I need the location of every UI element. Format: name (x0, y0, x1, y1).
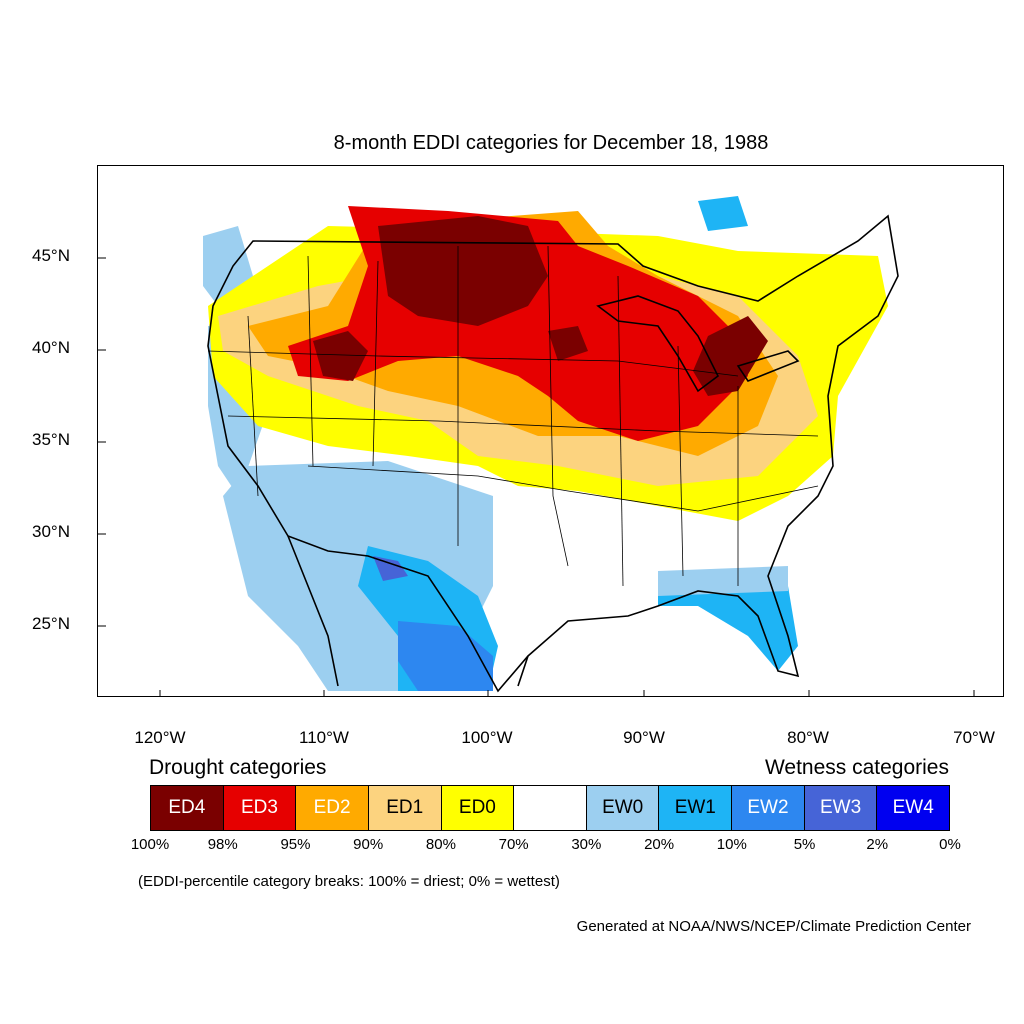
state-line-8 (617, 275, 624, 587)
wetness-categories-title: Wetness categories (764, 756, 949, 779)
break-label: 70% (498, 836, 529, 853)
legend-cell-ew0: EW0 (586, 786, 660, 830)
baja-coast (287, 535, 339, 687)
break-label: 10% (716, 836, 747, 853)
legend-cell-ew2: EW2 (732, 786, 805, 830)
legend-cell-ed4: ED4 (151, 786, 224, 830)
lat-label-45n: 45°N (32, 246, 70, 265)
legend-cell-normal (514, 786, 587, 830)
region-ew1-florida (658, 586, 798, 671)
break-label: 90% (353, 836, 384, 853)
legend-cell-ed0: ED0 (441, 786, 515, 830)
lat-label-40n: 40°N (32, 338, 70, 357)
state-boundaries (207, 245, 819, 587)
lon-label-80w: 80°W (787, 728, 829, 747)
break-label: 2% (866, 836, 889, 853)
legend-cell-ew3: EW3 (804, 786, 878, 830)
state-line-1 (207, 350, 739, 377)
map-title: 8-month EDDI categories for December 18,… (333, 132, 769, 154)
break-label: 95% (280, 836, 311, 853)
map-panel (97, 165, 1004, 697)
lake-erie-outline (736, 350, 800, 382)
lat-label-30n: 30°N (32, 522, 70, 541)
break-label: 30% (571, 836, 602, 853)
lon-label-90w: 90°W (623, 728, 665, 747)
break-label: 80% (425, 836, 456, 853)
great-lakes-outline (596, 295, 720, 393)
break-label: 5% (793, 836, 816, 853)
coastlines (207, 214, 899, 693)
break-label: 20% (644, 836, 675, 853)
credit-line: Generated at NOAA/NWS/NCEP/Climate Predi… (576, 918, 971, 935)
lat-label-35n: 35°N (32, 430, 70, 449)
state-line-7 (547, 245, 569, 567)
drought-categories-title: Drought categories (149, 756, 327, 779)
legend-cell-ed1: ED1 (368, 786, 442, 830)
legend-cell-ed3: ED3 (223, 786, 297, 830)
legend-cell-ew1: EW1 (659, 786, 733, 830)
break-label: 98% (207, 836, 238, 853)
legend-cell-ed2: ED2 (296, 786, 369, 830)
state-line-5 (372, 260, 379, 467)
break-label: 100% (130, 836, 170, 853)
region-ed4-idaho (313, 331, 368, 381)
category-legend-bar: ED4 ED3 ED2 ED1 ED0 EW0 EW1 EW2 EW3 EW4 (150, 785, 950, 831)
lon-label-100w: 100°W (461, 728, 513, 747)
region-ew0-gulf (658, 566, 788, 596)
category-fills (203, 196, 888, 691)
region-ed4-iowa (548, 326, 588, 361)
breaks-note: (EDDI-percentile category breaks: 100% =… (138, 873, 560, 890)
lon-label-70w: 70°W (953, 728, 995, 747)
region-ew1-superior (698, 196, 748, 231)
break-label: 0% (939, 836, 961, 853)
state-line-4 (307, 255, 314, 467)
state-line-9 (677, 345, 684, 577)
legend-cell-ew4: EW4 (877, 786, 950, 830)
eddi-map (98, 196, 975, 696)
region-ed4-michigan (693, 316, 768, 396)
lon-label-110w: 110°W (299, 728, 349, 747)
lat-label-25n: 25°N (32, 614, 70, 633)
region-ew3-borderland (373, 556, 408, 581)
us-border-outline (207, 214, 899, 693)
lon-label-120w: 120°W (134, 728, 186, 747)
state-line-11 (247, 315, 259, 497)
graticule-ticks (98, 257, 975, 696)
mexico-gulf-coast (517, 655, 529, 687)
